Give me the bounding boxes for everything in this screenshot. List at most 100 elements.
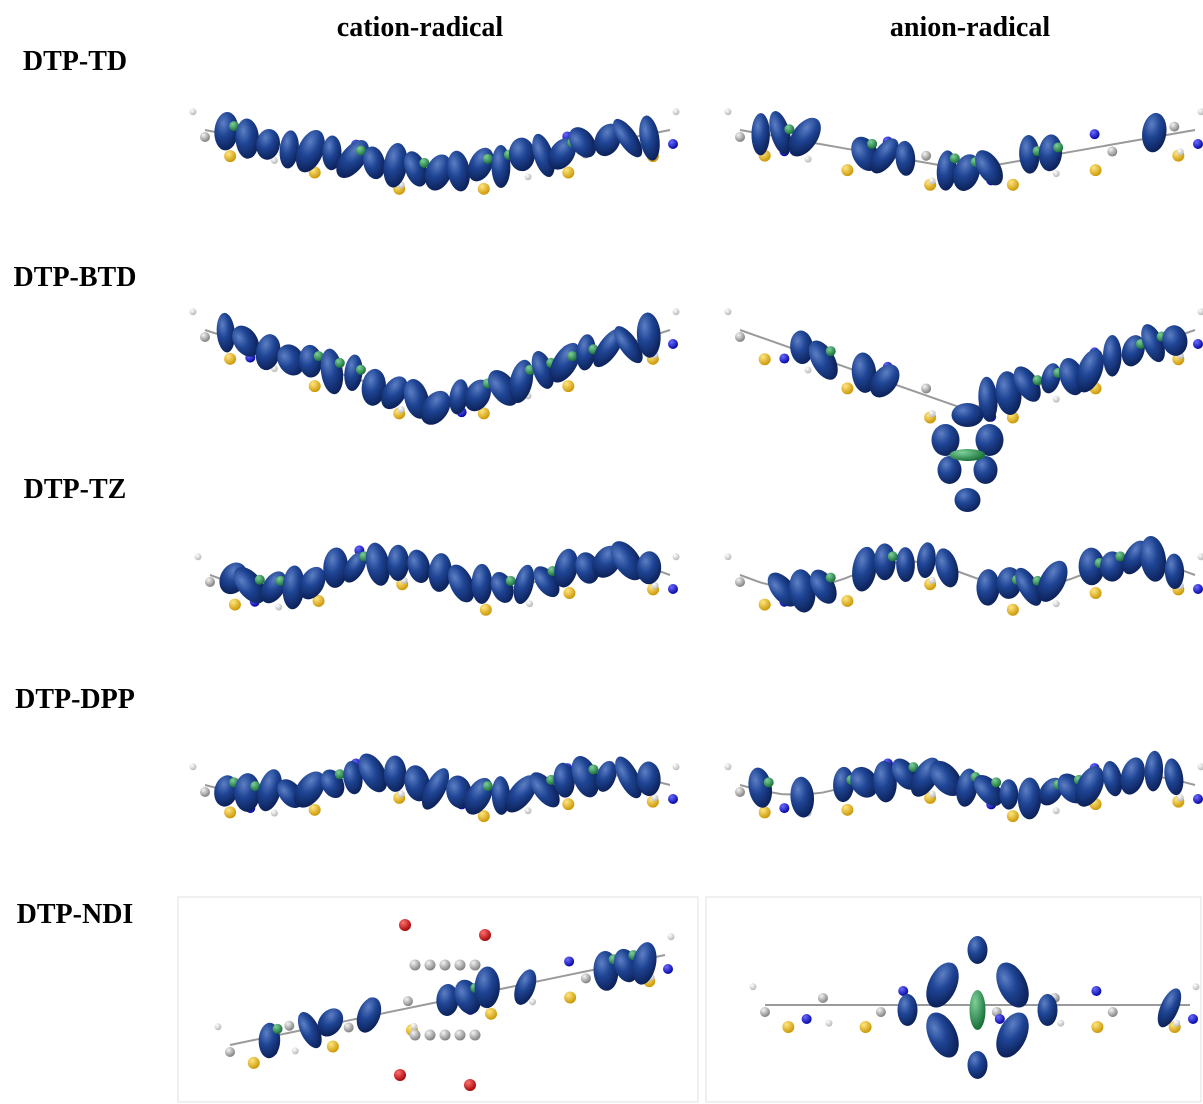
nitrogen-atom	[779, 354, 789, 364]
carbon-atom	[205, 577, 215, 587]
hydrogen-atom	[929, 791, 936, 798]
sulfur-atom	[480, 604, 492, 616]
carbon-atom	[921, 151, 931, 161]
hydrogen-atom	[190, 308, 197, 315]
orbital-lobe	[896, 547, 915, 582]
orbital-node	[255, 575, 265, 585]
hydrogen-atom	[725, 763, 732, 770]
sulfur-atom	[1090, 164, 1102, 176]
hydrogen-atom	[190, 763, 197, 770]
sulfur-atom	[759, 806, 771, 818]
hydrogen-atom	[292, 1047, 299, 1054]
hydrogen-atom	[525, 807, 532, 814]
column-header: anion-radical	[890, 12, 1050, 43]
orbital-lobe	[352, 994, 386, 1036]
row-label: DTP-TD	[23, 46, 127, 77]
hydrogen-atom	[805, 367, 812, 374]
carbon-atom	[440, 960, 451, 971]
sulfur-atom	[562, 798, 574, 810]
orbital-lobe	[1153, 985, 1186, 1030]
hydrogen-atom	[1198, 553, 1203, 560]
hydrogen-atom	[275, 604, 282, 611]
orbital-node	[567, 351, 577, 361]
sulfur-atom	[224, 806, 236, 818]
hydrogen-atom	[1177, 794, 1184, 801]
sulfur-atom	[562, 166, 574, 178]
nitrogen-atom	[668, 794, 678, 804]
hydrogen-atom	[215, 1023, 222, 1030]
orbital-lobe	[298, 344, 323, 378]
sulfur-atom	[485, 1008, 497, 1020]
row-label: DTP-TZ	[24, 474, 127, 505]
orbital-node	[483, 781, 493, 791]
orbital-lobe	[1162, 757, 1186, 797]
orbital-lobe	[915, 541, 937, 579]
hydrogen-atom	[398, 791, 405, 798]
orbital-lobe	[487, 569, 518, 606]
orbital-lobe	[1037, 134, 1063, 173]
hydrogen-atom	[725, 308, 732, 315]
carbon-atom	[1169, 122, 1179, 132]
nitrogen-atom	[1193, 139, 1203, 149]
carbon-atom	[200, 332, 210, 342]
orbital-lobe	[931, 546, 962, 590]
sulfur-atom	[1007, 604, 1019, 616]
hydrogen-atom	[750, 983, 757, 990]
carbon-atom	[200, 787, 210, 797]
sulfur-atom	[478, 183, 490, 195]
carbon-atom	[735, 577, 745, 587]
carbon-atom	[403, 996, 413, 1006]
hydrogen-atom	[673, 108, 680, 115]
orbital-lobe	[746, 766, 775, 810]
page: cation-radical anion-radical DTP-TD DTP-…	[0, 0, 1203, 1104]
orbital-node	[970, 990, 986, 1030]
hydrogen-atom	[673, 553, 680, 560]
orbital-node	[1033, 375, 1043, 385]
orbital-lobe	[968, 936, 988, 964]
carbon-atom	[818, 993, 828, 1003]
hydrogen-atom	[725, 553, 732, 560]
nitrogen-atom	[1091, 986, 1101, 996]
carbon-atom	[760, 1007, 770, 1017]
sulfur-atom	[229, 599, 241, 611]
figure: cation-radical anion-radical DTP-TD DTP-…	[0, 0, 1203, 1104]
hydrogen-atom	[805, 156, 812, 163]
carbon-atom	[440, 1030, 451, 1041]
sulfur-atom	[782, 1021, 794, 1033]
sulfur-atom	[841, 382, 853, 394]
hydrogen-atom	[1053, 170, 1060, 177]
orbital-lobe	[1018, 777, 1042, 819]
sulfur-atom	[248, 1057, 260, 1069]
nitrogen-atom	[663, 964, 673, 974]
orbital-node	[826, 573, 836, 583]
sulfur-atom	[309, 380, 321, 392]
molecule-renderings	[190, 108, 1203, 1091]
sulfur-atom	[1007, 179, 1019, 191]
hydrogen-atom	[529, 998, 536, 1005]
sulfur-atom	[564, 991, 576, 1003]
orbital-node	[950, 449, 986, 461]
carbon-atom	[425, 960, 436, 971]
orbital-node	[506, 576, 516, 586]
orbital-lobe	[254, 127, 282, 161]
hydrogen-atom	[929, 177, 936, 184]
nitrogen-atom	[1188, 1014, 1198, 1024]
hydrogen-atom	[825, 1020, 832, 1027]
hydrogen-atom	[1177, 148, 1184, 155]
carbon-atom	[410, 960, 421, 971]
orbital-node	[1053, 142, 1063, 152]
sulfur-atom	[327, 1041, 339, 1053]
nitrogen-atom	[995, 1014, 1005, 1024]
hydrogen-atom	[1053, 807, 1060, 814]
hydrogen-atom	[1198, 763, 1203, 770]
orbital-lobe	[955, 488, 981, 512]
orbital-node	[826, 346, 836, 356]
carbon-atom	[470, 1030, 481, 1041]
orbital-node	[273, 1024, 283, 1034]
hydrogen-atom	[1173, 1020, 1180, 1027]
sulfur-atom	[224, 353, 236, 365]
hydrogen-atom	[668, 933, 675, 940]
carbon-atom	[344, 1022, 354, 1032]
carbon-atom	[455, 1030, 466, 1041]
orbital-lobe	[874, 543, 896, 580]
